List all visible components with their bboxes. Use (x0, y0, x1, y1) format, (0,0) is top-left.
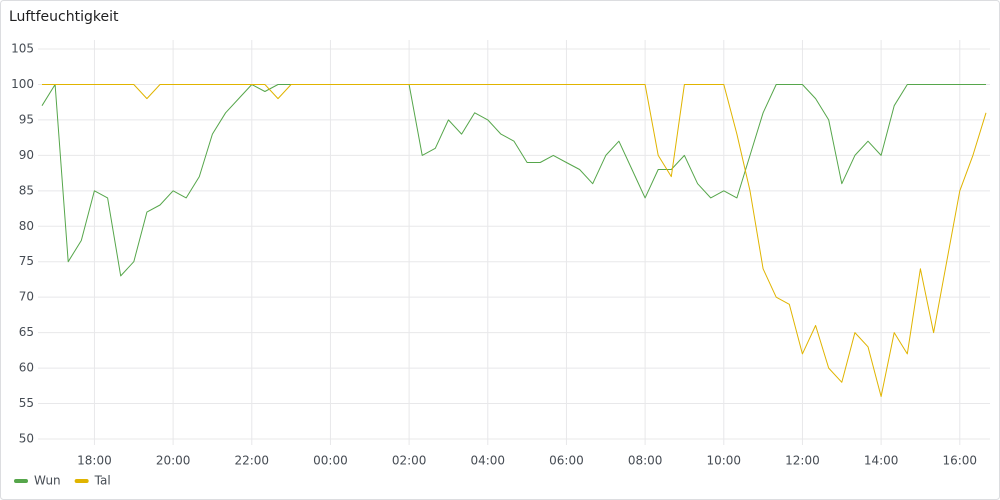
y-tick-label: 80 (19, 219, 34, 233)
y-tick-label: 90 (19, 148, 34, 162)
y-tick-label: 95 (19, 112, 34, 126)
x-tick-label: 02:00 (392, 454, 427, 468)
chart-title: Luftfeuchtigkeit (9, 9, 119, 25)
x-tick-label: 00:00 (313, 454, 348, 468)
x-tick-label: 06:00 (549, 454, 584, 468)
x-tick-label: 08:00 (628, 454, 663, 468)
x-tick-label: 22:00 (234, 454, 269, 468)
y-tick-label: 85 (19, 183, 34, 197)
x-tick-label: 18:00 (77, 454, 112, 468)
y-tick-label: 75 (19, 254, 34, 268)
legend-swatch (14, 479, 28, 483)
x-tick-label: 04:00 (470, 454, 505, 468)
x-tick-label: 10:00 (706, 454, 741, 468)
legend-label: Tal (94, 474, 111, 488)
y-tick-label: 105 (11, 42, 34, 56)
y-tick-label: 65 (19, 325, 34, 339)
y-tick-label: 50 (19, 432, 34, 446)
y-tick-label: 55 (19, 396, 34, 410)
x-tick-label: 20:00 (156, 454, 191, 468)
series-line (42, 84, 987, 397)
x-tick-label: 12:00 (785, 454, 820, 468)
y-tick-label: 60 (19, 361, 34, 375)
x-tick-label: 14:00 (864, 454, 899, 468)
y-tick-label: 100 (11, 77, 34, 91)
x-tick-label: 16:00 (942, 454, 977, 468)
y-tick-label: 70 (19, 290, 34, 304)
series-line (41, 84, 986, 277)
legend-label: Wun (34, 474, 61, 488)
legend-swatch (74, 479, 89, 483)
